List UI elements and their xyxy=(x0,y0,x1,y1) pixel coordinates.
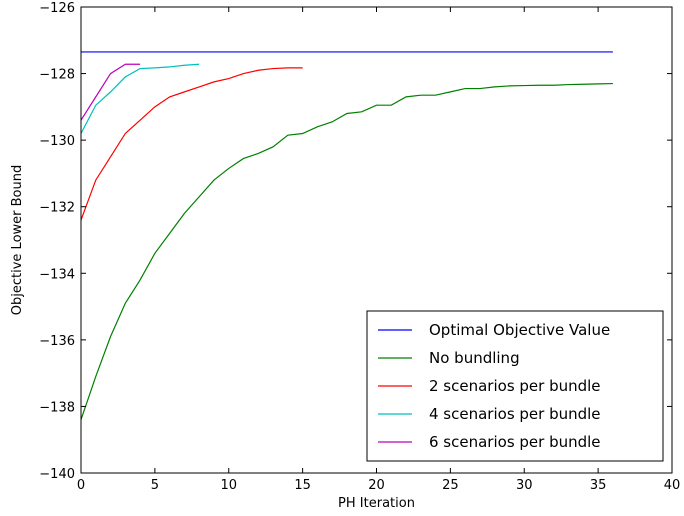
x-tick-label: 35 xyxy=(590,478,607,493)
x-tick-label: 40 xyxy=(664,478,681,493)
legend-box xyxy=(366,310,664,462)
x-tick-label: 10 xyxy=(220,478,237,493)
legend-label-5: 6 scenarios per bundle xyxy=(429,433,601,451)
y-tick-label: −130 xyxy=(39,134,75,149)
legend: Optimal Objective Value No bundling 2 scen… xyxy=(366,310,664,462)
series-line-5 xyxy=(80,63,141,121)
y-axis-label: Objective Lower Bound xyxy=(10,165,25,315)
legend-label-4: 4 scenarios per bundle xyxy=(429,405,601,423)
legend-label-2: No bundling xyxy=(429,349,520,367)
x-tick-label: 30 xyxy=(516,478,533,493)
y-tick-label: −132 xyxy=(39,201,75,216)
x-tick-label: 5 xyxy=(151,478,159,493)
y-tick-label: −136 xyxy=(39,334,75,349)
x-axis-label: PH Iteration xyxy=(338,496,415,511)
y-tick-label: −138 xyxy=(39,400,75,415)
x-tick-label: 25 xyxy=(442,478,459,493)
x-tick-label: 0 xyxy=(77,478,85,493)
ticks-layer: 0 5 10 15 20 25 30 35 40 −140 −138 −136 −134 −132 −130… xyxy=(39,1,680,493)
y-tick-label: −126 xyxy=(39,1,75,16)
series-line-3 xyxy=(80,67,303,221)
x-tick-label: 15 xyxy=(294,478,311,493)
y-tick-label: −140 xyxy=(39,467,75,482)
legend-label-1: Optimal Objective Value xyxy=(429,321,610,339)
series-layer xyxy=(80,51,613,420)
series-line-4 xyxy=(80,63,200,134)
x-tick-label: 20 xyxy=(368,478,385,493)
y-tick-label: −134 xyxy=(39,267,75,282)
legend-label-3: 2 scenarios per bundle xyxy=(429,377,601,395)
legend-items: Optimal Objective Value No bundling 2 scen… xyxy=(378,321,610,451)
y-tick-label: −128 xyxy=(39,68,75,83)
series-line-2 xyxy=(80,82,613,420)
